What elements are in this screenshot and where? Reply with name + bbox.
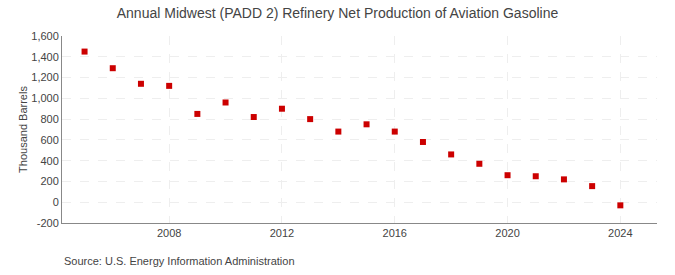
svg-text:Source: U.S. Energy Informatio: Source: U.S. Energy Information Administ… xyxy=(64,255,295,267)
svg-text:-200: -200 xyxy=(37,217,59,229)
svg-text:0: 0 xyxy=(53,196,59,208)
svg-text:Thousand Barrels: Thousand Barrels xyxy=(17,86,29,173)
svg-text:1,200: 1,200 xyxy=(31,71,59,83)
svg-text:400: 400 xyxy=(40,155,58,167)
svg-text:200: 200 xyxy=(40,175,58,187)
svg-text:1,400: 1,400 xyxy=(31,51,59,63)
svg-text:1,600: 1,600 xyxy=(31,30,59,42)
svg-text:2020: 2020 xyxy=(495,227,519,239)
svg-text:2024: 2024 xyxy=(608,227,632,239)
svg-text:1,000: 1,000 xyxy=(31,92,59,104)
svg-text:2008: 2008 xyxy=(157,227,181,239)
svg-text:Annual Midwest (PADD 2) Refine: Annual Midwest (PADD 2) Refinery Net Pro… xyxy=(117,5,559,21)
svg-text:2016: 2016 xyxy=(383,227,407,239)
svg-text:800: 800 xyxy=(40,113,58,125)
svg-text:600: 600 xyxy=(40,134,58,146)
svg-text:2012: 2012 xyxy=(270,227,294,239)
